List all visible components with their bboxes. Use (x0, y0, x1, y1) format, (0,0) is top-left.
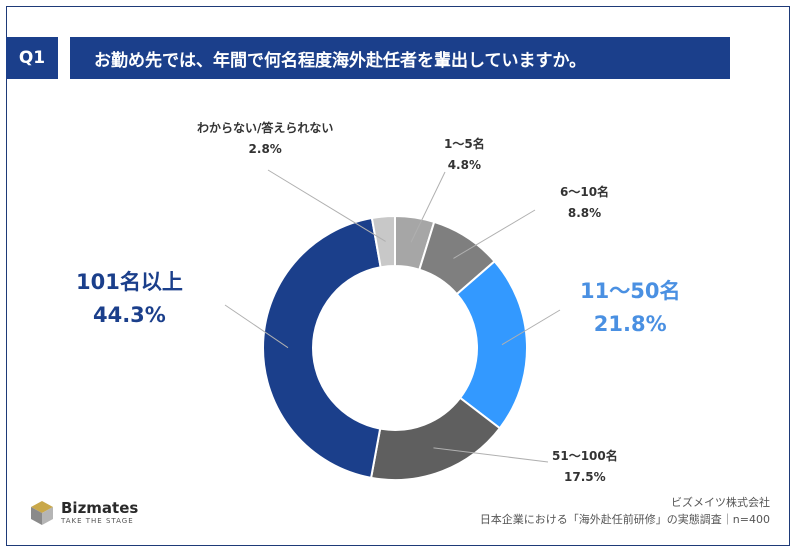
label-51-100-name: 51～100名 (552, 449, 618, 463)
leader-6-10 (453, 209, 536, 259)
footer-credit: ビズメイツ株式会社 日本企業における「海外赴任前研修」の実態調査｜n=400 (480, 494, 770, 528)
leader-51-100 (433, 447, 549, 463)
slide-frame (6, 6, 790, 546)
label-101-plus-value: 44.3% (92, 303, 166, 327)
bizmates-logo: Bizmates TAKE THE STAGE (30, 500, 138, 526)
label-1-5-name: 1～5名 (444, 137, 485, 151)
leader-unknown (267, 169, 386, 242)
label-11-50: 11～50名 21.8% (580, 275, 680, 341)
cube-logo-icon (31, 501, 53, 525)
label-11-50-name: 11～50名 (580, 279, 681, 303)
slice-101-plus (262, 216, 382, 479)
label-101-plus: 101名以上 44.3% (76, 266, 183, 332)
question-badge: Q1 (6, 37, 58, 79)
label-51-100: 51～100名 17.5% (552, 446, 618, 488)
label-101-plus-name: 101名以上 (76, 270, 183, 294)
label-1-5-value: 4.8% (447, 158, 481, 172)
label-1-5: 1～5名 4.8% (444, 134, 485, 176)
footer-company: ビズメイツ株式会社 (671, 496, 770, 509)
label-unknown: わからない/答えられない 2.8% (197, 118, 333, 160)
leader-101-plus (224, 304, 289, 349)
slice-unknown (370, 214, 396, 269)
donut-slices (262, 214, 528, 481)
logo-tagline: TAKE THE STAGE (61, 517, 134, 525)
label-6-10-value: 8.8% (567, 206, 602, 220)
leader-lines (224, 169, 561, 463)
label-6-10-name: 6～10名 (560, 185, 610, 199)
question-title: お勤め先では、年間で何名程度海外赴任者を輩出していますか。 (70, 37, 730, 79)
label-6-10: 6～10名 8.8% (560, 182, 609, 224)
leader-1-5 (410, 171, 446, 243)
footer-survey: 日本企業における「海外赴任前研修」の実態調査｜n=400 (479, 513, 770, 526)
leader-11-50 (501, 309, 561, 346)
logo-name: Bizmates (61, 499, 139, 517)
label-unknown-name: わからない/答えられない (197, 121, 334, 135)
label-11-50-value: 21.8% (593, 312, 667, 336)
label-51-100-value: 17.5% (564, 470, 606, 484)
label-unknown-value: 2.8% (248, 142, 282, 156)
